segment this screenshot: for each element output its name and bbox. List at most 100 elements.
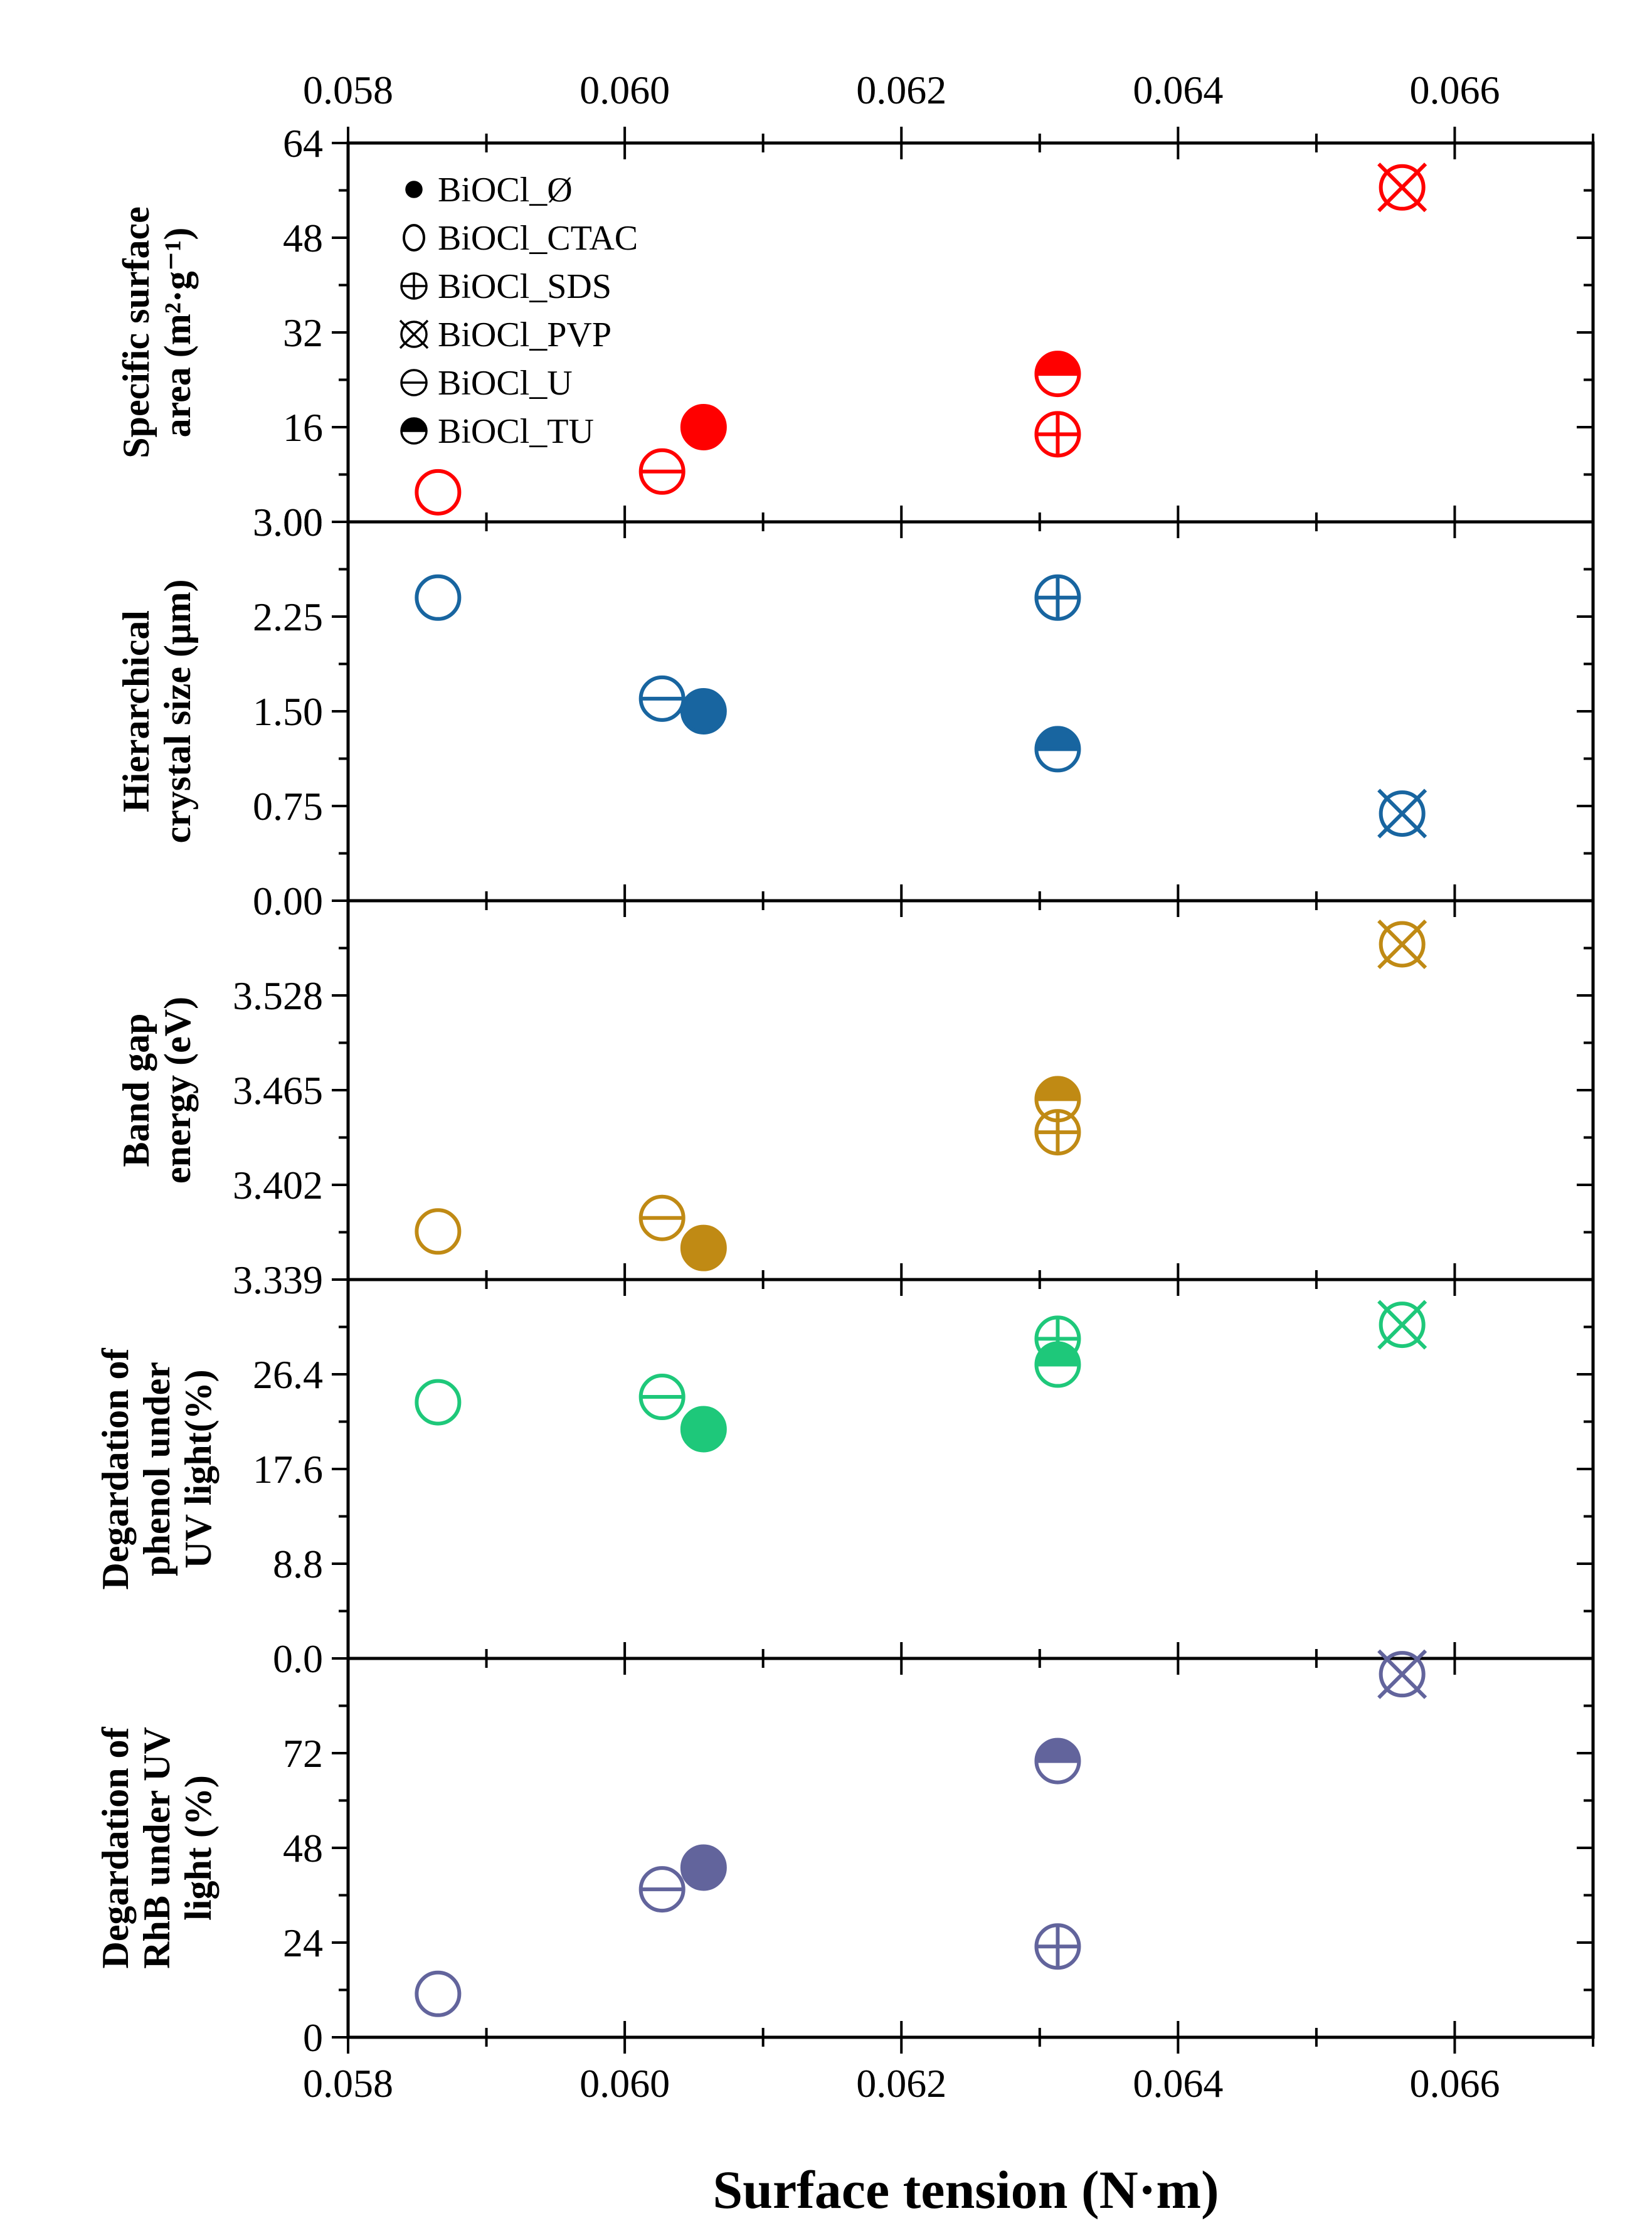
y-tick-label: 0.00 — [253, 879, 323, 923]
bottom-x-tick-label: 0.064 — [1133, 2061, 1223, 2106]
y-axis-label: Specific surface area (m²·g⁻¹) — [115, 206, 198, 459]
point-biocl-u — [638, 1866, 686, 1913]
y-tick-label: 0.0 — [273, 1636, 323, 1681]
point-biocl-u — [638, 1374, 686, 1421]
bottom-x-tick-label: 0.062 — [856, 2061, 946, 2106]
legend-item-biocl-tu: BiOCl_TU — [400, 412, 594, 451]
legend-item-biocl-sds: BiOCl_SDS — [400, 267, 612, 306]
point-biocl — [680, 688, 727, 735]
point-biocl-tu — [1034, 351, 1081, 398]
y-tick-label: 16 — [283, 405, 323, 450]
y-tick-label: 3.00 — [253, 500, 323, 544]
point-biocl-sds — [1034, 1109, 1081, 1156]
point-biocl-pvp — [1377, 162, 1427, 213]
legend-item-biocl-ctac: BiOCl_CTAC — [403, 219, 638, 258]
panel-surface-area: 3.00 16 32 48 64 Specific surface area (m²·g⁻¹… — [115, 121, 1595, 544]
point-biocl — [680, 1224, 727, 1271]
point-biocl-tu — [1034, 726, 1081, 773]
y-tick-label: 1.50 — [253, 689, 323, 734]
y-tick-label: 0 — [303, 2015, 323, 2060]
y-tick-label: 3.528 — [233, 973, 323, 1018]
legend-marker — [399, 319, 429, 349]
top-x-tick-label: 0.062 — [856, 68, 946, 112]
top-x-tick-label: 0.060 — [580, 68, 670, 112]
legend-item-biocl-pvp: BiOCl_PVP — [399, 316, 612, 354]
x-axis-label: Surface tension (N·m) — [712, 2160, 1219, 2220]
point-biocl — [680, 404, 727, 450]
top-x-axis: 0.058 0.060 0.062 0.064 0.066 — [303, 68, 1594, 143]
legend-marker — [400, 272, 428, 300]
point-biocl-ctac — [415, 1208, 462, 1255]
point-biocl-sds — [1034, 574, 1081, 621]
legend-marker — [403, 224, 425, 252]
y-tick-label: 24 — [283, 1921, 323, 1965]
y-tick-label: 26.4 — [253, 1352, 323, 1397]
legend-item-biocl-u: BiOCl_U — [400, 364, 573, 403]
point-biocl — [680, 1844, 727, 1891]
point-biocl-ctac — [415, 1379, 462, 1426]
y-tick-label: 48 — [283, 1826, 323, 1870]
y-axis-label: Degardation of RhB under UV light (%) — [95, 1727, 219, 1969]
panel-frame — [346, 899, 1595, 1281]
panel-band-gap: 3.339 3.402 3.465 3.528 Band gap energy (eV) — [115, 899, 1595, 1302]
point-biocl-u — [638, 448, 686, 495]
bottom-x-tick-label: 0.060 — [580, 2061, 670, 2106]
point-biocl-pvp — [1377, 1300, 1427, 1350]
y-tick-label: 64 — [283, 121, 323, 166]
y-axis-label: Degardation of phenol under UV light(%) — [95, 1348, 219, 1590]
point-biocl — [680, 1406, 727, 1453]
y-axis-label-line: UV light(%) — [177, 1369, 219, 1568]
top-x-tick-label: 0.058 — [303, 68, 393, 112]
y-axis-label-line: RhB under UV — [136, 1727, 177, 1969]
legend-label: BiOCl_PVP — [438, 316, 612, 354]
point-biocl-pvp — [1377, 1649, 1427, 1699]
legend: BiOCl_Ø BiOCl_CTAC BiOCl_SDS BiOCl_PVP BiOCl… — [399, 171, 638, 451]
y-axis-label-line: Band gap — [115, 1013, 157, 1167]
point-biocl-u — [638, 1194, 686, 1241]
point-biocl-sds — [1034, 1923, 1081, 1970]
legend-marker — [405, 181, 423, 198]
point-biocl-pvp — [1377, 919, 1427, 970]
y-axis-label-line: crystal size (µm) — [157, 579, 198, 843]
point-biocl-u — [638, 675, 686, 722]
legend-marker — [400, 417, 428, 445]
bottom-x-axis: 0.058 0.060 0.062 0.064 0.066 — [303, 2037, 1594, 2106]
legend-item-biocl: BiOCl_Ø — [405, 171, 573, 209]
y-tick-label: 8.8 — [273, 1542, 323, 1586]
y-tick-label: 48 — [283, 216, 323, 260]
panel-frame — [346, 1278, 1595, 1660]
y-tick-label: 3.00 — [253, 500, 323, 544]
legend-label: BiOCl_U — [438, 364, 573, 403]
panel-crystal-size: 0.00 0.75 1.50 2.25 3.00 Hierarchical crystal … — [115, 500, 1595, 923]
y-axis-label-line: Degardation of — [95, 1727, 136, 1969]
panel-frame — [346, 1657, 1595, 2039]
y-tick-label: 3.339 — [233, 1258, 323, 1302]
y-tick-label: 17.6 — [253, 1447, 323, 1492]
y-tick-label: 3.402 — [233, 1163, 323, 1207]
panel-phenol-degradation: 0.0 8.8 17.6 26.4 Degardation of phenol under… — [95, 1278, 1595, 1681]
y-axis-label-line: area (m²·g⁻¹) — [157, 228, 198, 438]
y-axis-label-line: light (%) — [177, 1775, 219, 1921]
y-axis-label: Hierarchical crystal size (µm) — [115, 579, 198, 843]
y-tick-label: 72 — [283, 1731, 323, 1776]
bottom-x-tick-label: 0.058 — [303, 2061, 393, 2106]
y-axis-label-line: phenol under — [136, 1362, 177, 1576]
y-tick-label: 3.465 — [233, 1068, 323, 1113]
legend-label: BiOCl_CTAC — [438, 219, 638, 258]
point-biocl-tu — [1034, 1737, 1081, 1785]
point-biocl-ctac — [415, 574, 462, 621]
y-axis-label-line: Hierarchical — [115, 610, 157, 812]
y-tick-label: 0.75 — [253, 784, 323, 829]
point-biocl-tu — [1034, 1341, 1081, 1388]
panels: 3.00 16 32 48 64 Specific surface area (m²·g⁻¹… — [95, 121, 1595, 2060]
y-axis-label-line: energy (eV) — [157, 997, 198, 1184]
legend-label: BiOCl_SDS — [438, 267, 612, 306]
y-axis-label-line: Degardation of — [95, 1348, 136, 1590]
legend-label: BiOCl_Ø — [438, 171, 573, 209]
bottom-x-tick-label: 0.066 — [1409, 2061, 1500, 2106]
y-axis-label-line: Specific surface — [115, 206, 157, 459]
point-biocl-sds — [1034, 411, 1081, 458]
point-biocl-pvp — [1377, 788, 1427, 839]
panel-rhb-degradation: 0 24 48 72 Degardation of RhB under UV light (… — [95, 1649, 1595, 2060]
